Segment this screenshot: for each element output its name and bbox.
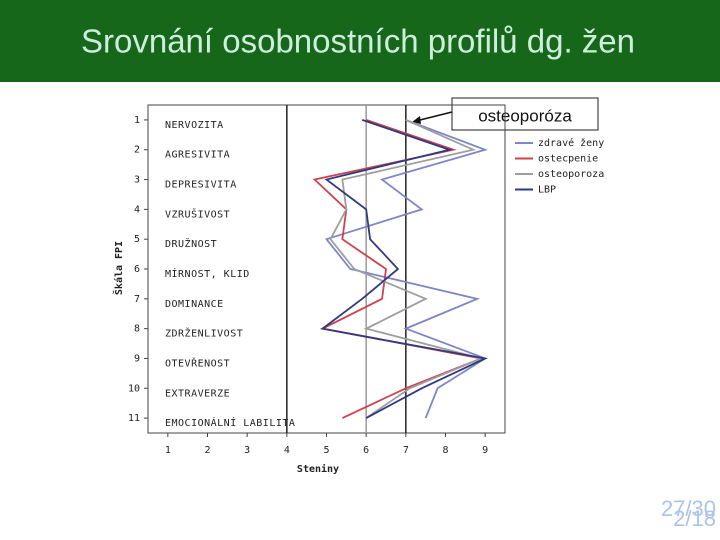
category-label: VZRUŠIVOST — [165, 207, 230, 220]
y-tick-label: 6 — [134, 264, 140, 275]
y-tick-label: 5 — [134, 234, 140, 245]
x-tick-label: 6 — [363, 445, 369, 456]
page-number: 27/30 — [661, 496, 716, 521]
y-tick-label: 9 — [134, 353, 140, 364]
series-line — [320, 119, 489, 419]
legend-label: osteoporoza — [538, 169, 604, 180]
x-tick-label: 7 — [403, 445, 409, 456]
category-label: DOMINANCE — [165, 299, 224, 310]
category-label: ZDRŽENLIVOST — [165, 327, 243, 340]
category-label: EMOCIONÁLNÍ LABILITA — [165, 416, 295, 429]
slide-title: Srovnání osobnostních profilů dg. žen — [81, 23, 635, 60]
x-tick-label: 8 — [442, 445, 448, 456]
series-line — [324, 119, 489, 419]
header-bar — [0, 0, 720, 82]
y-tick-label: 11 — [128, 413, 140, 424]
y-tick-label: 3 — [134, 175, 140, 186]
annotation-text: osteoporóza — [478, 106, 572, 125]
annotation-box — [451, 97, 599, 131]
x-tick-label: 1 — [165, 445, 171, 456]
y-tick-label: 4 — [134, 204, 140, 215]
category-label: MÍRNOST, KLID — [165, 267, 250, 280]
legend-label: zdravé ženy — [538, 137, 604, 149]
y-tick-label: 7 — [134, 294, 140, 305]
page-number: 2/18 — [673, 506, 716, 531]
x-tick-label: 9 — [482, 445, 488, 456]
category-label: DRUŽNOST — [165, 237, 217, 250]
category-label: NERVOZITA — [165, 120, 224, 131]
category-label: EXTRAVERZE — [165, 388, 230, 399]
y-axis-label: Škála FPI — [112, 241, 125, 295]
annotation-arrow — [415, 111, 453, 122]
x-tick-label: 3 — [244, 445, 250, 456]
legend-label: LBP — [538, 185, 556, 196]
y-tick-label: 1 — [134, 115, 140, 126]
series-line — [329, 119, 485, 419]
x-tick-label: 5 — [323, 445, 329, 456]
x-tick-label: 2 — [204, 445, 210, 456]
category-label: OTEVŘENOST — [165, 356, 230, 369]
y-tick-label: 10 — [128, 383, 140, 394]
y-tick-label: 8 — [134, 324, 140, 335]
category-label: AGRESIVITA — [165, 150, 230, 161]
x-axis-label: Steniny — [297, 463, 339, 475]
annotation-arrowhead — [412, 116, 421, 124]
category-label: DEPRESIVITA — [165, 180, 237, 191]
legend-label: ostecpenie — [538, 154, 598, 165]
x-tick-label: 4 — [284, 445, 290, 456]
y-tick-label: 2 — [134, 145, 140, 156]
